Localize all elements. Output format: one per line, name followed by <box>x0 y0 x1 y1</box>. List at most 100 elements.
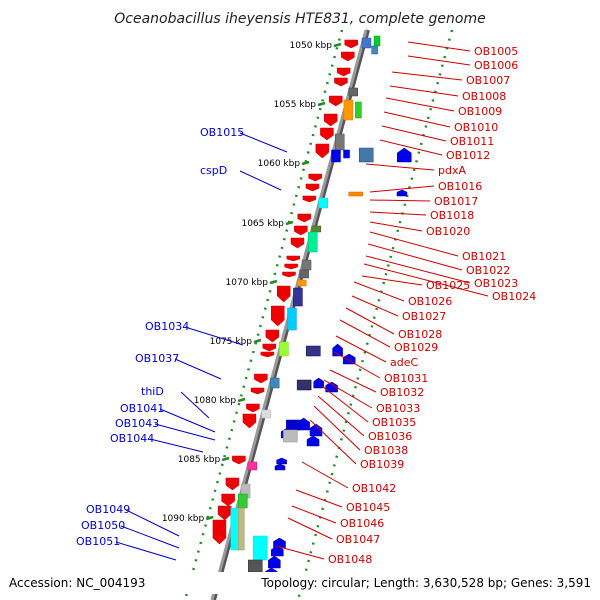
right-label-leader <box>407 55 471 66</box>
right-label-leader <box>369 211 427 216</box>
forward-gene-icon <box>336 67 351 77</box>
reverse-gene-icon <box>276 457 287 465</box>
forward-gene-icon <box>294 225 308 236</box>
left-label-leader <box>149 438 204 453</box>
forward-gene-icon <box>308 173 322 182</box>
forward-gene-icon <box>297 213 311 223</box>
right-label-leader <box>381 125 447 142</box>
right-label-leader <box>365 163 435 171</box>
gene-label-right: OB1038 <box>364 444 408 457</box>
forward-gene-icon <box>290 237 305 249</box>
feature-block-icon <box>283 429 298 443</box>
forward-gene-icon <box>282 271 296 278</box>
right-label-leader <box>339 319 391 348</box>
reverse-gene-icon <box>342 353 356 365</box>
forward-gene-icon <box>225 477 240 491</box>
forward-gene-icon <box>260 351 275 358</box>
right-label-leader <box>361 275 423 286</box>
feature-block-icon <box>318 197 329 209</box>
right-label-leader <box>407 41 471 52</box>
feature-block-icon <box>343 99 354 121</box>
gene-label-right: OB1036 <box>368 430 412 443</box>
reverse-gene-icon <box>313 377 324 389</box>
genome-stats-text: Topology: circular; Length: 3,630,528 bp… <box>260 576 591 590</box>
tick-mark <box>269 279 278 285</box>
reverse-gene-icon <box>325 381 338 393</box>
gene-label-right: OB1020 <box>426 225 470 238</box>
gene-label-right: OB1033 <box>376 402 420 415</box>
right-label-leader <box>391 71 463 81</box>
right-label-leader <box>389 85 459 97</box>
accession-text: Accession: NC_004193 <box>9 576 145 590</box>
feature-block-icon <box>348 191 363 197</box>
right-label-leader <box>313 405 361 451</box>
right-label-leader <box>365 255 471 284</box>
forward-gene-icon <box>271 305 285 327</box>
gene-label-left: OB1044 <box>110 432 154 445</box>
forward-gene-icon <box>341 51 355 62</box>
gene-label-right: OB1006 <box>474 59 518 72</box>
gene-label-right: OB1025 <box>426 279 470 292</box>
right-label-leader <box>309 419 357 465</box>
feature-block-icon <box>269 377 280 389</box>
forward-gene-icon <box>305 183 320 192</box>
feature-block-icon <box>331 149 341 163</box>
right-label-leader <box>323 379 373 409</box>
gene-label-right: pdxA <box>438 164 466 177</box>
feature-block-icon <box>371 45 378 55</box>
gene-label-right: OB1011 <box>450 135 494 148</box>
right-label-leader <box>379 139 443 156</box>
gene-label-left: OB1050 <box>81 519 125 532</box>
feature-block-icon <box>308 231 318 253</box>
gene-label-right: OB1042 <box>352 482 396 495</box>
reverse-gene-icon <box>306 435 320 447</box>
reverse-gene-icon <box>397 147 412 163</box>
feature-block-icon <box>248 559 263 573</box>
right-label-leader <box>369 231 459 257</box>
forward-gene-icon <box>242 413 257 429</box>
reverse-gene-icon <box>271 545 284 557</box>
tick-label: 1090 kbp <box>162 514 205 524</box>
forward-gene-icon <box>246 403 260 413</box>
feature-block-icon <box>361 37 372 49</box>
outer-dotted-guide <box>183 29 344 600</box>
gene-label-left: OB1041 <box>120 402 164 415</box>
gene-label-left: OB1034 <box>145 320 189 333</box>
feature-block-icon <box>306 345 321 357</box>
forward-gene-icon <box>212 519 227 545</box>
right-label-leader <box>345 307 395 335</box>
feature-block-icon <box>299 269 309 279</box>
forward-gene-icon <box>221 493 235 507</box>
forward-gene-icon <box>323 113 338 127</box>
gene-label-right: OB1012 <box>446 149 490 162</box>
gene-label-right: adeC <box>390 356 418 369</box>
feature-block-icon <box>373 35 381 47</box>
tick-mark <box>317 101 326 107</box>
gene-label-right: OB1046 <box>340 517 384 530</box>
right-label-leader <box>287 517 333 540</box>
feature-block-icon <box>355 101 362 119</box>
feature-block-icon <box>287 307 297 331</box>
forward-gene-icon <box>286 255 301 262</box>
gene-label-right: OB1048 <box>328 553 372 566</box>
tick-mark <box>285 220 294 226</box>
tick-mark <box>301 160 310 166</box>
gene-label-right: OB1021 <box>462 250 506 263</box>
gene-label-right: OB1032 <box>380 386 424 399</box>
left-label-leader <box>125 509 180 537</box>
gene-label-left: OB1043 <box>115 417 159 430</box>
gene-label-right: OB1005 <box>474 45 518 58</box>
right-label-leader <box>369 221 423 232</box>
reverse-gene-icon <box>268 555 281 569</box>
right-label-leader <box>275 545 325 560</box>
tick-mark <box>205 515 214 521</box>
tick-label: 1050 kbp <box>290 41 333 51</box>
footer-background <box>0 572 600 594</box>
tick-mark <box>221 456 230 462</box>
gene-label-left: thiD <box>141 385 164 398</box>
right-label-leader <box>329 369 377 393</box>
left-label-leader <box>115 541 177 561</box>
gene-label-right: OB1047 <box>336 533 380 546</box>
forward-gene-icon <box>232 455 246 465</box>
left-label-leader <box>184 326 244 346</box>
